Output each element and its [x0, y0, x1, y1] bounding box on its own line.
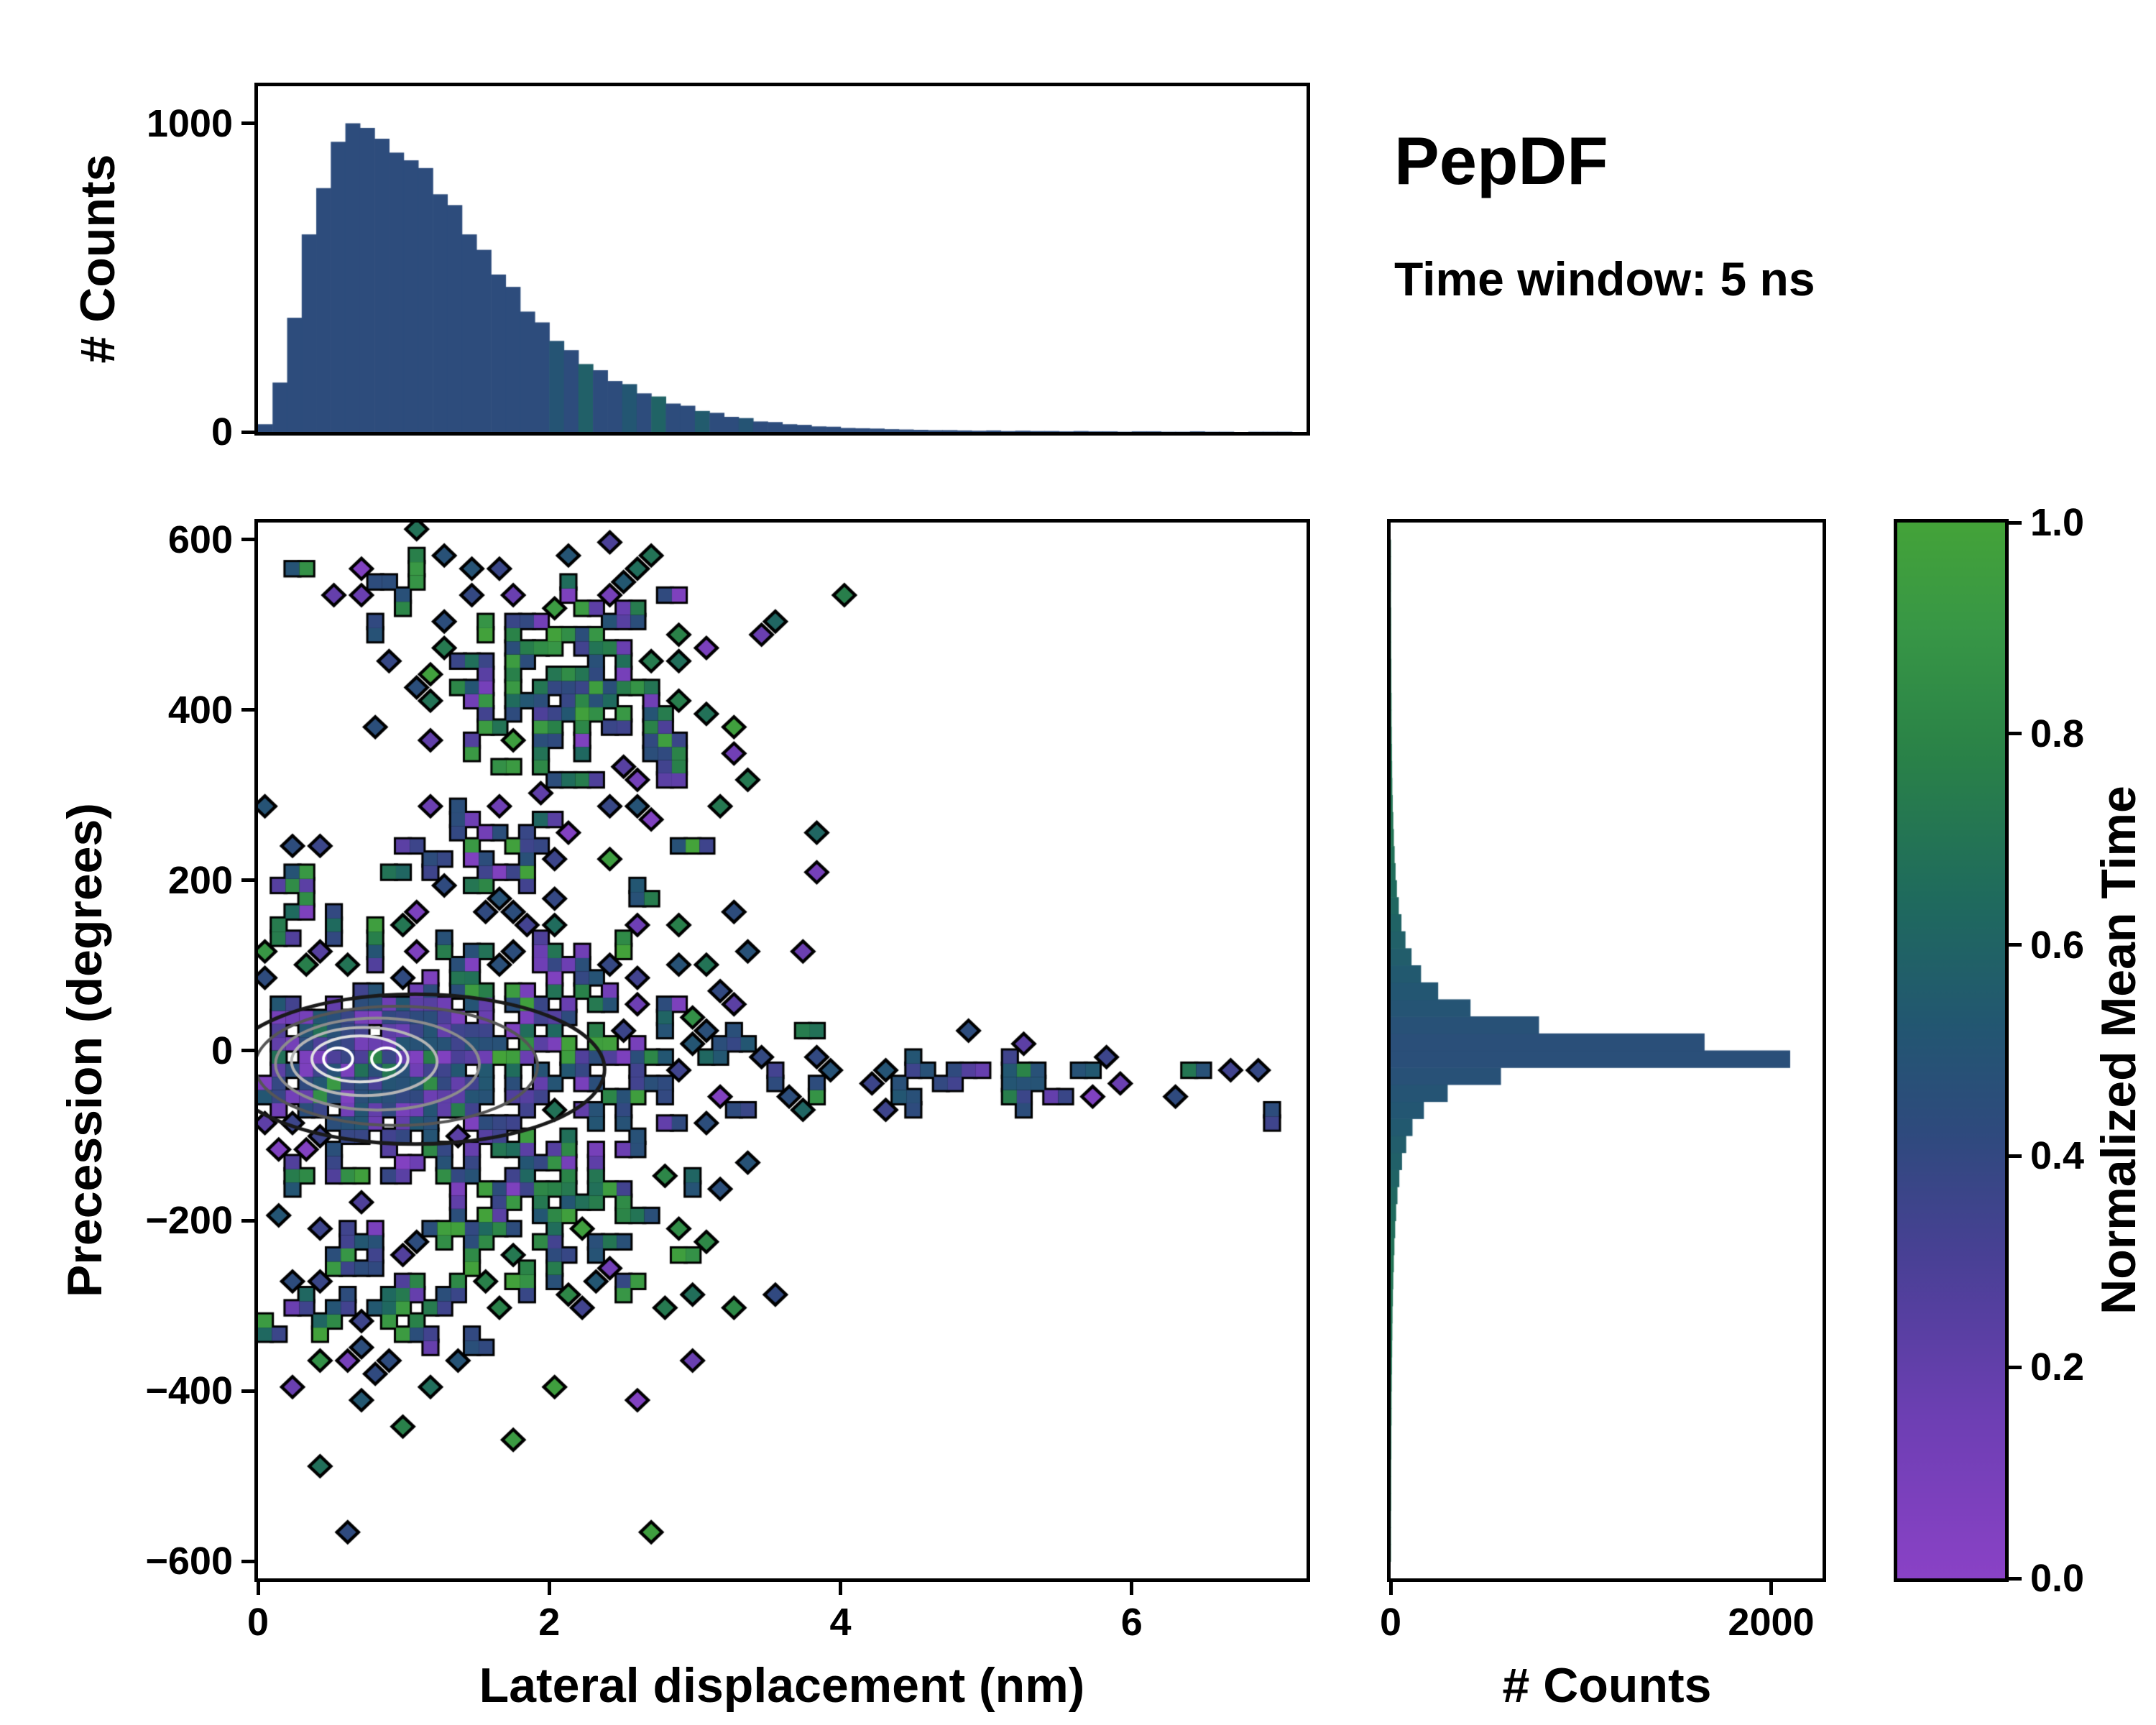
- right-x-tick-label: 2000: [1728, 1601, 1815, 1644]
- right-xlabel: # Counts: [1502, 1658, 1712, 1713]
- main-y-tick-label: −200: [145, 1199, 233, 1243]
- colorbar-tick-mark: [2009, 520, 2022, 525]
- main-y-tick-mark: [241, 1389, 254, 1393]
- joint-heatmap-canvas: [258, 523, 1307, 1578]
- colorbar-tick-mark: [2009, 1576, 2022, 1581]
- colorbar-tick-label: 1.0: [2030, 501, 2085, 544]
- main-y-tick-mark: [241, 1049, 254, 1052]
- main-x-tick-mark: [839, 1582, 843, 1595]
- joint-heatmap-panel: [254, 519, 1310, 1582]
- main-y-tick-mark: [241, 1559, 254, 1563]
- right-histogram-canvas: [1391, 523, 1823, 1578]
- colorbar-tick-mark: [2009, 1154, 2022, 1158]
- top-histogram-canvas: [258, 86, 1307, 432]
- colorbar-tick-label: 0.6: [2030, 923, 2085, 967]
- top-y-tick-mark: [241, 121, 254, 126]
- colorbar-tick-label: 0.0: [2030, 1557, 2085, 1600]
- main-y-tick-label: −600: [145, 1540, 233, 1583]
- colorbar-label: Normalized Mean Time: [2091, 786, 2146, 1315]
- main-xlabel: Lateral displacement (nm): [479, 1658, 1085, 1713]
- main-x-tick-label: 2: [538, 1601, 561, 1644]
- main-x-tick-label: 0: [247, 1601, 270, 1644]
- main-y-tick-label: 200: [167, 858, 233, 902]
- colorbar-panel: [1894, 519, 2009, 1582]
- right-x-tick-mark: [1769, 1582, 1773, 1595]
- main-x-tick-mark: [547, 1582, 551, 1595]
- main-y-tick-mark: [241, 1218, 254, 1223]
- plot-title: PepDF: [1394, 123, 1608, 198]
- main-y-tick-label: −400: [145, 1369, 233, 1413]
- main-ylabel: Precession (degrees): [57, 803, 112, 1297]
- main-x-tick-mark: [256, 1582, 260, 1595]
- top-y-tick-mark: [241, 430, 254, 434]
- top-y-tick-label: 0: [211, 410, 233, 454]
- colorbar-tick-label: 0.4: [2030, 1134, 2085, 1178]
- plot-subtitle: Time window: 5 ns: [1394, 252, 1815, 305]
- colorbar-tick-mark: [2009, 943, 2022, 947]
- colorbar-tick-mark: [2009, 1365, 2022, 1369]
- main-x-tick-label: 6: [1120, 1601, 1143, 1644]
- main-x-tick-mark: [1130, 1582, 1134, 1595]
- top-histogram-panel: [254, 83, 1310, 436]
- main-y-tick-label: 600: [167, 518, 233, 561]
- main-y-tick-mark: [241, 538, 254, 542]
- main-y-tick-mark: [241, 708, 254, 712]
- colorbar-tick-label: 0.8: [2030, 712, 2085, 755]
- colorbar-canvas: [1897, 523, 2005, 1578]
- colorbar-tick-mark: [2009, 732, 2022, 736]
- main-x-tick-label: 4: [829, 1601, 852, 1644]
- top-ylabel: # Counts: [70, 154, 125, 364]
- main-y-tick-mark: [241, 878, 254, 883]
- right-histogram-panel: [1387, 519, 1826, 1582]
- right-x-tick-mark: [1388, 1582, 1393, 1595]
- colorbar-tick-label: 0.2: [2030, 1346, 2085, 1389]
- main-y-tick-label: 400: [167, 688, 233, 732]
- main-y-tick-label: 0: [211, 1029, 233, 1072]
- top-y-tick-label: 1000: [146, 101, 233, 145]
- right-x-tick-label: 0: [1379, 1601, 1402, 1644]
